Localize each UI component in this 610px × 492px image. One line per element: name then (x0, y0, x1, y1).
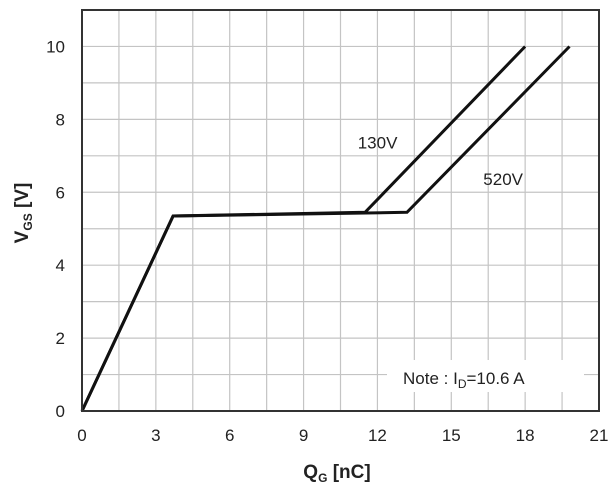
x-axis-title-unit: [nC] (327, 462, 370, 483)
grid (82, 10, 599, 411)
x-tick-label: 9 (299, 426, 308, 445)
plot-frame (81, 9, 600, 412)
note-suffix: =10.6 A (466, 369, 525, 388)
y-tick-label: 6 (56, 183, 65, 202)
x-tick-label: 18 (516, 426, 535, 445)
note-text: Note : ID=10.6 A (403, 369, 525, 391)
note-background (387, 360, 584, 392)
series-label-520v: 520V (483, 170, 523, 189)
curves (80, 45, 571, 412)
y-tick-label: 2 (56, 329, 65, 348)
series-line-520v (80, 45, 571, 412)
y-axis-title: VGS [V] (12, 183, 35, 244)
note-prefix: Note : I (403, 369, 458, 388)
y-axis-title-unit: [V] (12, 183, 33, 214)
x-tick-label: 6 (225, 426, 234, 445)
x-tick-label: 0 (77, 426, 86, 445)
series-label-130v: 130V (358, 134, 398, 153)
y-tick-label: 10 (46, 37, 65, 56)
x-tick-label: 3 (151, 426, 160, 445)
x-axis-title-sub: G (318, 471, 327, 485)
x-axis-title: QG [nC] (303, 462, 370, 485)
x-tick-label: 12 (368, 426, 387, 445)
series-labels: 130V 520V (358, 134, 524, 189)
note-box: Note : ID=10.6 A (387, 360, 584, 392)
y-tick-label: 0 (56, 402, 65, 421)
y-axis-title-sub: GS (21, 213, 35, 230)
y-tick-label: 8 (56, 110, 65, 129)
x-tick-label: 15 (442, 426, 461, 445)
x-tick-label: 21 (590, 426, 609, 445)
y-axis-title-main: V (12, 230, 33, 243)
x-tick-labels: 0 3 6 9 12 15 18 21 (77, 426, 608, 445)
x-axis-title-main: Q (303, 462, 318, 483)
y-tick-labels: 0 2 4 6 8 10 (46, 37, 65, 421)
y-tick-label: 4 (56, 256, 65, 275)
note-subscript: D (458, 377, 467, 391)
